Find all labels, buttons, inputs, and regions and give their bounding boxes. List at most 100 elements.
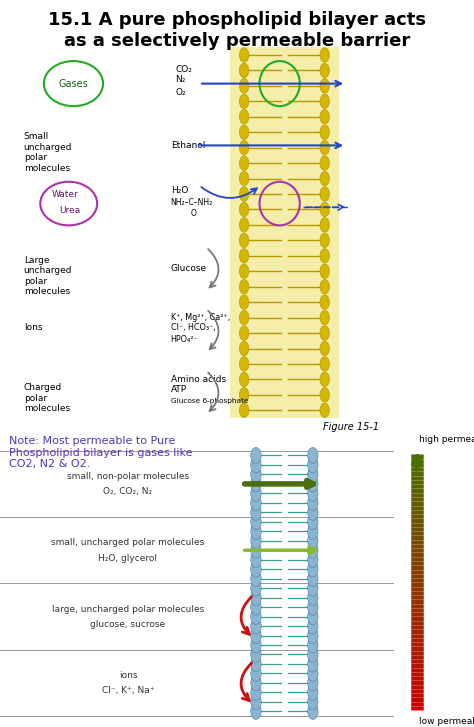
Circle shape [251,694,261,710]
Circle shape [251,684,261,700]
Text: Urea: Urea [60,206,81,215]
Circle shape [251,618,261,634]
Text: K⁺, Mg²⁺, Ca²⁺,: K⁺, Mg²⁺, Ca²⁺, [171,313,230,322]
Circle shape [308,656,318,672]
Circle shape [308,590,318,606]
Circle shape [308,495,318,511]
Circle shape [308,694,318,710]
Circle shape [251,552,261,568]
Circle shape [239,295,249,310]
Circle shape [308,486,318,502]
Circle shape [308,675,318,691]
FancyBboxPatch shape [230,47,339,418]
Circle shape [239,187,249,201]
Circle shape [320,140,329,155]
Circle shape [320,79,329,93]
Circle shape [239,249,249,263]
Text: Cl⁻, HCO₃⁻,: Cl⁻, HCO₃⁻, [171,324,215,332]
Circle shape [239,172,249,186]
Text: N₂: N₂ [175,76,186,84]
Text: ions: ions [118,671,137,680]
Circle shape [251,523,261,539]
Circle shape [308,514,318,530]
Circle shape [239,387,249,402]
Text: Large
uncharged
polar
molecules: Large uncharged polar molecules [24,256,72,296]
Circle shape [239,48,249,63]
Circle shape [239,372,249,387]
Text: Small
uncharged
polar
molecules: Small uncharged polar molecules [24,132,72,172]
Text: 15.1 A pure phospholipid bilayer acts
as a selectively permeable barrier: 15.1 A pure phospholipid bilayer acts as… [48,11,426,49]
Circle shape [308,542,318,558]
Circle shape [320,202,329,217]
Circle shape [239,279,249,294]
Circle shape [320,341,329,356]
Circle shape [320,279,329,294]
Text: small, non-polar molecules: small, non-polar molecules [67,472,189,481]
Circle shape [320,48,329,63]
Circle shape [320,295,329,310]
Circle shape [239,217,249,232]
Circle shape [239,403,249,417]
Text: CO₂: CO₂ [175,65,192,73]
Circle shape [251,505,261,521]
Text: O₂, CO₂, N₂: O₂, CO₂, N₂ [103,487,153,497]
Text: H₂O, glycerol: H₂O, glycerol [99,554,157,563]
Text: Water: Water [52,190,78,198]
Circle shape [308,476,318,492]
Circle shape [251,703,261,719]
Circle shape [320,357,329,371]
Circle shape [308,457,318,473]
Circle shape [239,110,249,124]
Text: HPO₄²⁻: HPO₄²⁻ [171,335,199,344]
Text: O₂: O₂ [175,88,186,97]
Circle shape [239,341,249,356]
Circle shape [251,495,261,511]
Circle shape [320,372,329,387]
Circle shape [239,264,249,278]
Circle shape [308,684,318,700]
Circle shape [251,486,261,502]
Circle shape [251,561,261,577]
Circle shape [308,523,318,539]
Circle shape [308,552,318,568]
Circle shape [320,217,329,232]
Circle shape [239,156,249,170]
Text: O: O [191,209,196,217]
Circle shape [251,656,261,672]
Circle shape [251,637,261,653]
Circle shape [320,310,329,325]
Circle shape [308,448,318,464]
Circle shape [251,608,261,624]
Circle shape [251,580,261,596]
Text: Glucose 6-phosphate: Glucose 6-phosphate [171,398,248,403]
Circle shape [308,637,318,653]
Text: Charged
polar
molecules: Charged polar molecules [24,383,70,413]
Circle shape [251,457,261,473]
Text: Glucose: Glucose [171,265,207,273]
Circle shape [239,140,249,155]
Circle shape [239,310,249,325]
Circle shape [308,571,318,587]
Circle shape [308,467,318,483]
Circle shape [251,665,261,681]
Text: Cl⁻, K⁺, Na⁺: Cl⁻, K⁺, Na⁺ [102,686,154,696]
Circle shape [320,233,329,248]
Circle shape [251,599,261,615]
Text: ATP: ATP [171,385,187,394]
Circle shape [320,94,329,108]
Circle shape [239,79,249,93]
Circle shape [239,125,249,140]
Circle shape [320,110,329,124]
Circle shape [308,505,318,521]
Text: glucose, sucrose: glucose, sucrose [91,620,165,629]
Circle shape [251,514,261,530]
Text: Ethanol: Ethanol [171,141,205,150]
Text: NH₂–C–NH₂: NH₂–C–NH₂ [171,198,213,206]
Circle shape [251,542,261,558]
Circle shape [251,646,261,662]
Circle shape [320,387,329,402]
Circle shape [308,533,318,549]
Circle shape [320,249,329,263]
Text: Note: Most permeable to Pure
Phospholipid bilayer is gases like
CO2, N2 & O2.: Note: Most permeable to Pure Phospholipi… [9,436,193,470]
Circle shape [320,63,329,78]
